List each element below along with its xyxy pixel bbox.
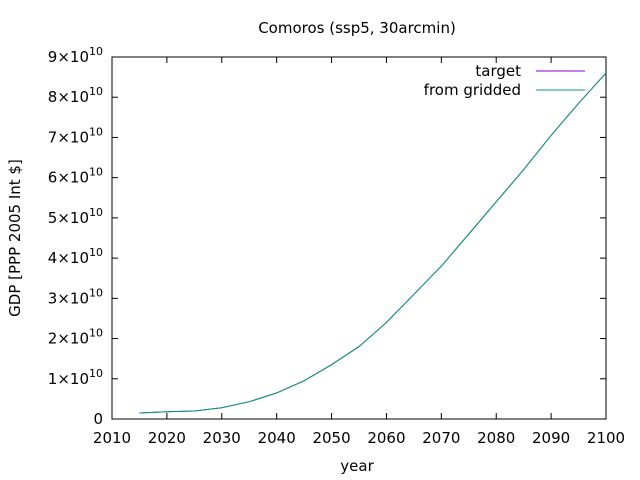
y-tick-base: ×10: [57, 169, 89, 187]
series-line-0: [139, 72, 607, 414]
x-tick-label: 2040: [258, 429, 296, 447]
x-tick-label: 2010: [93, 429, 131, 447]
y-tick-base: ×10: [57, 48, 89, 66]
y-tick-exponent: 10: [89, 45, 103, 58]
y-tick-label: 6×1010: [48, 166, 103, 187]
plot-frame: [111, 56, 607, 420]
y-tick-label: 1×1010: [48, 367, 103, 388]
y-tick-exponent: 10: [89, 327, 103, 340]
y-tick-exponent: 10: [89, 286, 103, 299]
x-tick-label: 2050: [312, 429, 350, 447]
x-tick-label: 2100: [587, 429, 625, 447]
y-tick-mantissa: 6: [48, 169, 58, 187]
legend-label: target: [475, 62, 521, 80]
y-tick-mantissa: 4: [48, 249, 58, 267]
x-tick-label: 2080: [477, 429, 515, 447]
chart-title: Comoros (ssp5, 30arcmin): [258, 19, 456, 37]
x-axis-label: year: [340, 457, 374, 475]
y-tick-exponent: 10: [89, 125, 103, 138]
y-tick-label: 3×1010: [48, 286, 103, 307]
y-tick-mantissa: 9: [48, 48, 58, 66]
y-tick-exponent: 10: [89, 246, 103, 259]
legend-label: from gridded: [424, 81, 521, 99]
x-tick-label: 2020: [148, 429, 186, 447]
x-axis: 2010 2020 2030 2040 2050 2060 2070 2080 2090 2100: [93, 57, 625, 447]
y-tick-label: 0: [93, 410, 103, 428]
x-tick-label: 2030: [203, 429, 241, 447]
y-axis-label: GDP [PPP 2005 Int $]: [6, 159, 24, 317]
y-tick-label: 5×1010: [48, 206, 103, 227]
y-tick-label: 2×1010: [48, 327, 103, 348]
series-line-1: [139, 72, 607, 414]
y-axis: 01×10102×10103×10104×10105×10106×10107×1…: [48, 45, 606, 428]
x-tick-label: 2070: [422, 429, 460, 447]
y-tick-label: 4×1010: [48, 246, 103, 267]
y-tick-base: ×10: [57, 128, 89, 146]
y-tick-mantissa: 0: [93, 410, 103, 428]
y-tick-label: 8×1010: [48, 85, 103, 106]
y-tick-base: ×10: [57, 289, 89, 307]
y-tick-exponent: 10: [89, 206, 103, 219]
y-tick-base: ×10: [57, 209, 89, 227]
y-tick-base: ×10: [57, 249, 89, 267]
y-tick-mantissa: 7: [48, 128, 58, 146]
y-tick-mantissa: 2: [48, 330, 58, 348]
y-tick-exponent: 10: [89, 166, 103, 179]
y-tick-base: ×10: [57, 370, 89, 388]
y-tick-label: 9×1010: [48, 45, 103, 66]
y-tick-exponent: 10: [89, 367, 103, 380]
x-tick-label: 2090: [532, 429, 570, 447]
y-tick-base: ×10: [57, 88, 89, 106]
series-layer: [139, 72, 607, 414]
y-tick-mantissa: 3: [48, 289, 58, 307]
y-tick-mantissa: 5: [48, 209, 58, 227]
x-tick-label: 2060: [367, 429, 405, 447]
y-tick-mantissa: 1: [48, 370, 58, 388]
y-tick-exponent: 10: [89, 85, 103, 98]
y-tick-mantissa: 8: [48, 88, 58, 106]
y-tick-base: ×10: [57, 330, 89, 348]
y-tick-label: 7×1010: [48, 125, 103, 146]
